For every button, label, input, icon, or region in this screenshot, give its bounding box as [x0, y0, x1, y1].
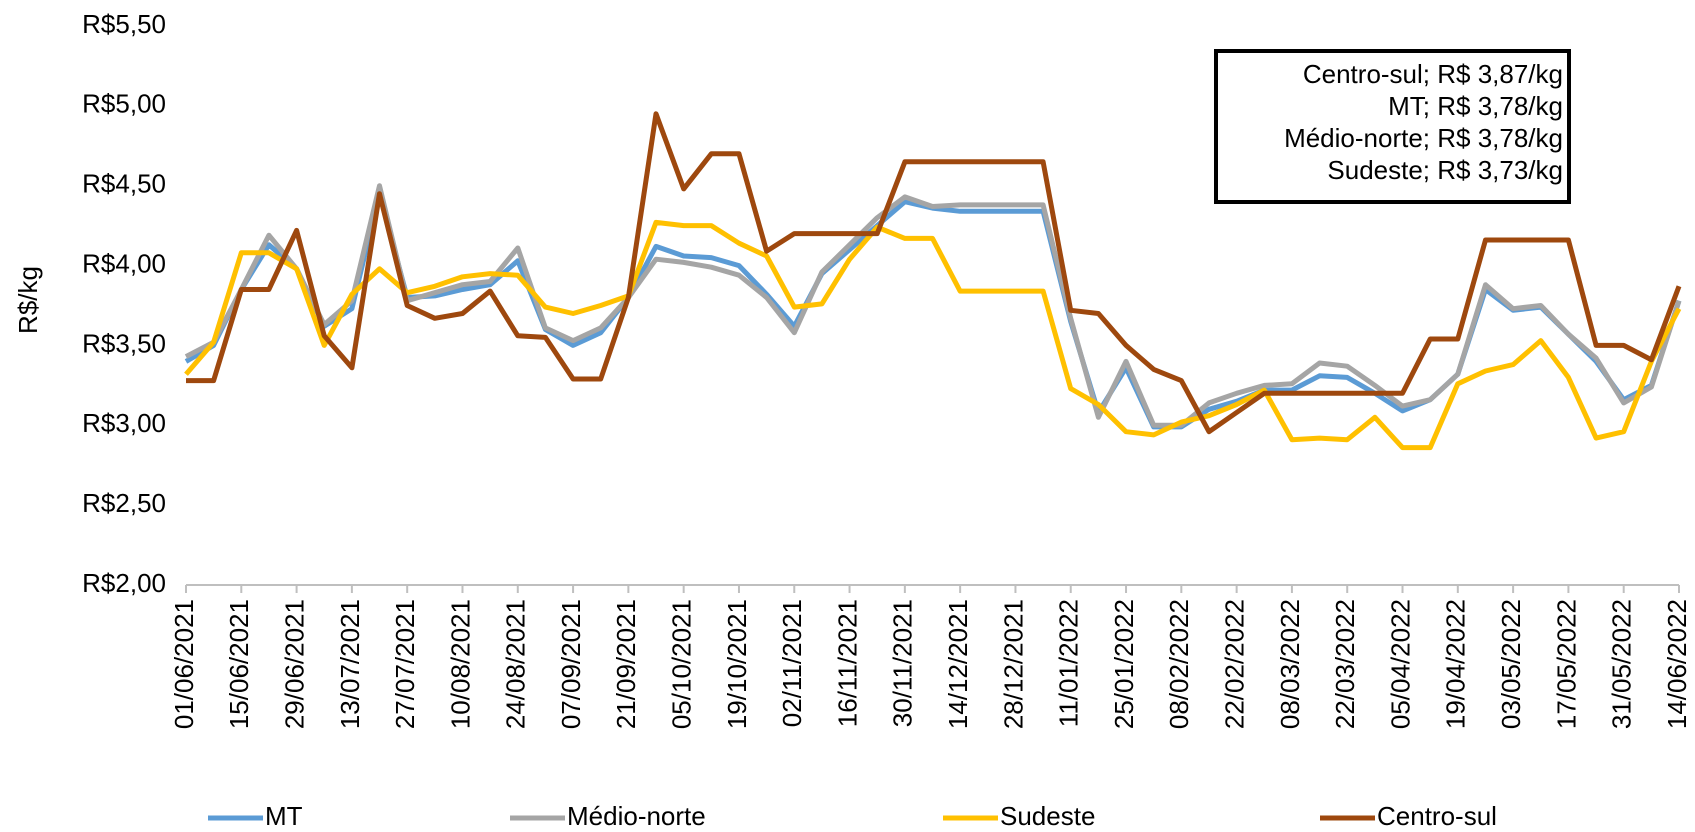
x-tick-label: 14/12/2021 — [943, 599, 973, 729]
x-tick-label: 14/06/2022 — [1662, 599, 1692, 729]
x-tick-label: 25/01/2022 — [1109, 599, 1139, 729]
x-tick-label: 07/09/2021 — [556, 599, 586, 729]
y-tick-label: R$3,50 — [82, 328, 166, 358]
x-tick-label: 24/08/2021 — [501, 599, 531, 729]
x-tick-label: 19/10/2021 — [722, 599, 752, 729]
annotation-box — [1214, 49, 1571, 204]
y-tick-label: R$5,50 — [82, 9, 166, 39]
series-line — [184, 219, 1682, 451]
annotation-text: Sudeste; R$ 3,73/kg — [1327, 155, 1563, 185]
x-tick-label: 31/05/2022 — [1607, 599, 1637, 729]
legend-label: Médio-norte — [567, 801, 706, 831]
x-tick-label: 05/10/2021 — [667, 599, 697, 729]
y-tick-label: R$3,00 — [82, 408, 166, 438]
x-tick-label: 16/11/2021 — [832, 599, 862, 727]
x-tick-label: 27/07/2021 — [390, 599, 420, 729]
x-tick-label: 15/06/2021 — [224, 599, 254, 729]
y-tick-label: R$4,00 — [82, 248, 166, 278]
x-tick-label: 11/01/2022 — [1054, 599, 1084, 727]
annotation-text: MT; R$ 3,78/kg — [1388, 91, 1563, 121]
annotation-text: Médio-norte; R$ 3,78/kg — [1284, 123, 1563, 153]
x-tick-label: 19/04/2022 — [1441, 599, 1471, 729]
x-tick-label: 21/09/2021 — [611, 599, 641, 729]
y-axis-title: R$/kg — [13, 266, 43, 334]
x-tick-label: 22/03/2022 — [1330, 599, 1360, 729]
legend-label: MT — [265, 801, 303, 831]
x-tick-label: 08/03/2022 — [1275, 599, 1305, 729]
x-tick-label: 13/07/2021 — [335, 599, 365, 729]
x-tick-label: 08/02/2022 — [1164, 599, 1194, 729]
y-tick-label: R$4,50 — [82, 169, 166, 199]
x-tick-label: 29/06/2021 — [279, 599, 309, 729]
x-tick-label: 28/12/2021 — [998, 599, 1028, 729]
x-tick-label: 10/08/2021 — [445, 599, 475, 729]
legend-label: Centro-sul — [1377, 801, 1497, 831]
annotation-text: Centro-sul; R$ 3,87/kg — [1303, 59, 1563, 89]
series-line — [184, 183, 1682, 428]
y-tick-label: R$2,00 — [82, 568, 166, 598]
x-tick-label: 05/04/2022 — [1385, 599, 1415, 729]
y-tick-label: R$2,50 — [82, 488, 166, 518]
y-tick-label: R$5,00 — [82, 89, 166, 119]
legend-label: Sudeste — [1000, 801, 1095, 831]
x-tick-label: 17/05/2022 — [1551, 599, 1581, 729]
x-tick-label: 22/02/2022 — [1220, 599, 1250, 729]
x-tick-label: 30/11/2021 — [888, 599, 918, 727]
series-line — [186, 111, 1682, 435]
x-tick-label: 02/11/2021 — [777, 599, 807, 727]
x-tick-label: 03/05/2022 — [1496, 599, 1526, 729]
x-tick-label: 01/06/2021 — [169, 599, 199, 729]
